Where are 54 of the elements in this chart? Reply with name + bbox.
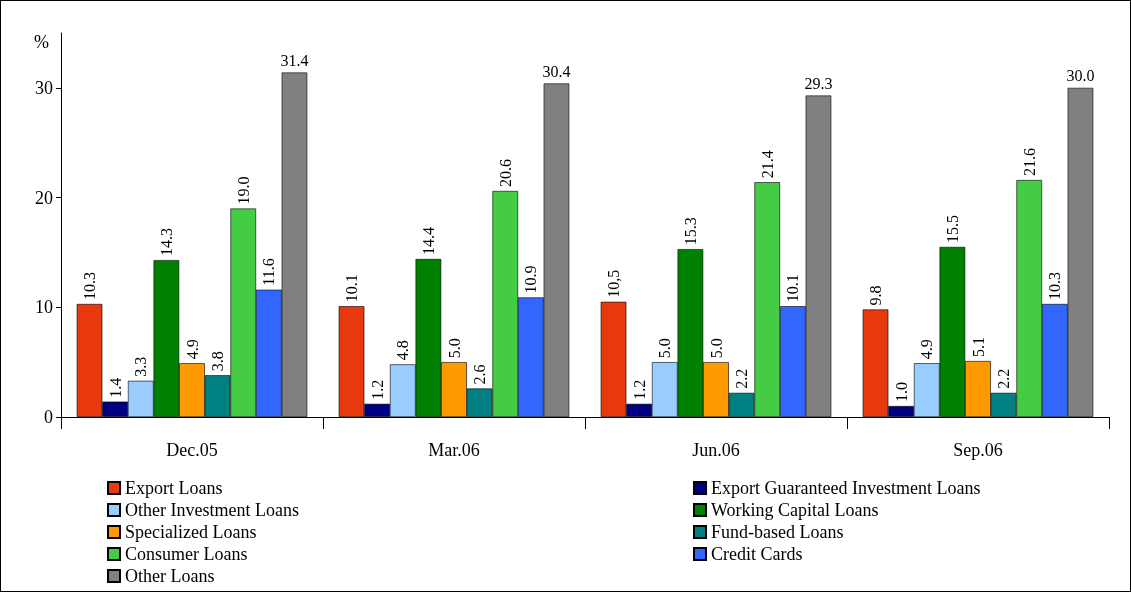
legend-label: Consumer Loans (125, 544, 248, 564)
legend-label: Working Capital Loans (711, 500, 879, 520)
y-axis-title: % (34, 32, 49, 52)
y-tick-label: 10 (35, 297, 53, 318)
x-tick-label: Dec.05 (166, 440, 218, 460)
data-label: 5.0 (445, 338, 463, 359)
data-label: 9.8 (867, 285, 885, 306)
data-label: 2.2 (733, 368, 751, 389)
data-label: 2.6 (471, 364, 489, 385)
legend-label: Export Guaranteed Investment Loans (711, 478, 981, 498)
data-label: 15.3 (681, 217, 699, 246)
data-label: 31.4 (280, 52, 309, 69)
data-label: 10.3 (81, 271, 99, 300)
data-label: 20.6 (496, 158, 514, 187)
data-label: 30.0 (1066, 67, 1095, 85)
data-label: 15.5 (943, 214, 961, 243)
data-label: 1.0 (892, 382, 910, 403)
y-tick-label: 0 (44, 407, 53, 427)
data-label: 11.6 (260, 258, 278, 286)
data-label: 1.2 (630, 379, 648, 400)
data-label: 14.3 (157, 228, 175, 257)
x-tick-label: Mar.06 (428, 440, 480, 460)
data-label: 3.3 (132, 356, 150, 377)
data-label: 4.9 (183, 339, 201, 360)
x-tick-label: Sep.06 (953, 440, 1003, 460)
data-label: 4.8 (394, 340, 412, 361)
legend-label: Specialized Loans (125, 522, 257, 542)
x-tick-label: Jun.06 (692, 440, 740, 460)
data-label: 14.4 (419, 227, 437, 256)
data-label: 5.0 (656, 338, 674, 359)
data-label: 4.9 (918, 339, 936, 360)
y-tick-label: 20 (35, 187, 53, 208)
y-tick-label: 30 (35, 77, 53, 98)
data-label: 1.4 (106, 377, 124, 398)
data-label: 21.6 (1020, 148, 1038, 177)
data-label: 2.2 (995, 368, 1013, 389)
data-label: 21.4 (758, 150, 776, 179)
data-label: 10,5 (605, 269, 623, 298)
data-label: 3.8 (209, 351, 227, 372)
legend-label: Other Investment Loans (125, 500, 299, 520)
data-label: 10.3 (1046, 271, 1064, 300)
data-label: 29.3 (804, 75, 833, 93)
data-label: 5.1 (969, 337, 987, 358)
legend-label: Export Loans (125, 478, 223, 498)
data-label: 10.1 (343, 274, 361, 303)
data-label: 30.4 (542, 62, 571, 80)
data-label: 10.9 (522, 265, 540, 294)
data-label: 5.0 (707, 338, 725, 359)
data-label: 10.1 (784, 274, 802, 303)
data-label: 19.0 (234, 176, 252, 205)
data-label: 1.2 (368, 379, 386, 400)
legend-label: Credit Cards (711, 544, 803, 564)
legend-label: Other Loans (125, 566, 215, 586)
legend-label: Fund-based Loans (711, 522, 844, 542)
